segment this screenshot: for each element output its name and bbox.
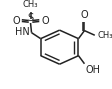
Text: O: O	[12, 15, 20, 26]
Text: CH₃: CH₃	[96, 31, 112, 40]
Text: O: O	[80, 10, 87, 19]
Text: OH: OH	[85, 65, 100, 75]
Text: CH₃: CH₃	[23, 0, 38, 9]
Text: HN: HN	[14, 27, 29, 37]
Text: O: O	[41, 15, 48, 26]
Text: S: S	[27, 13, 33, 23]
